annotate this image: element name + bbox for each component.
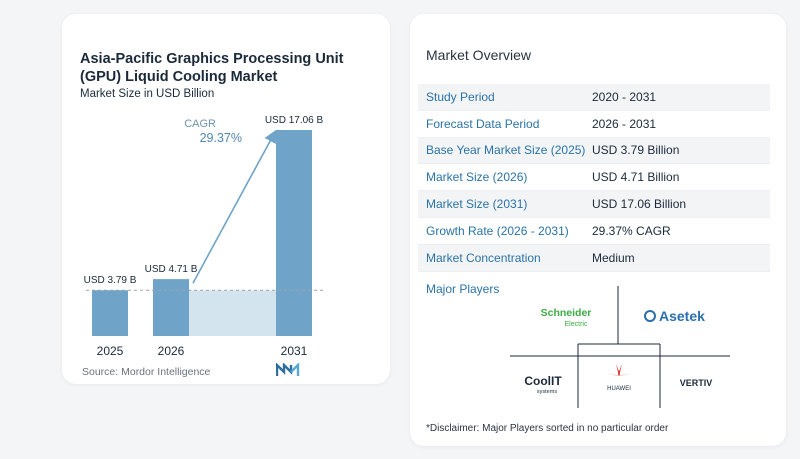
data-label-2031: USD 17.06 B (265, 115, 324, 126)
svg-text:Schneider: Schneider (541, 307, 592, 319)
row-label: Growth Rate (2026 - 2031) (426, 223, 569, 238)
row-label: Base Year Market Size (2025) (426, 143, 586, 158)
row-label: Market Concentration (426, 250, 541, 265)
row-value: 2020 - 2031 (592, 89, 657, 104)
row-label: Market Size (2026) (426, 170, 528, 185)
row-value: 29.37% CAGR (592, 223, 671, 238)
source-text: Source: Mordor Intelligence (82, 366, 211, 378)
row-concentration: Market Concentration Medium (418, 244, 770, 272)
overview-title: Market Overview (426, 47, 532, 63)
svg-text:Electric: Electric (565, 321, 588, 328)
mordor-logo-icon (276, 363, 300, 376)
major-players-grid: Schneider Electric Asetek CoolIT systems (510, 286, 730, 408)
svg-text:VERTIV: VERTIV (680, 378, 713, 388)
row-growth-rate: Growth Rate (2026 - 2031) 29.37% CAGR (418, 218, 770, 245)
chart-card: Asia-Pacific Graphics Processing Unit (G… (62, 14, 390, 384)
row-forecast-period: Forecast Data Period 2026 - 2031 (418, 111, 770, 138)
cagr-label: CAGR (184, 118, 216, 130)
data-label-2026: USD 4.71 B (145, 264, 198, 275)
row-size-2026: Market Size (2026) USD 4.71 Billion (418, 164, 770, 192)
svg-text:systems: systems (537, 389, 557, 395)
vertiv-logo: VERTIV (680, 378, 713, 388)
coolit-logo: CoolIT systems (524, 374, 562, 395)
row-value: 2026 - 2031 (592, 116, 657, 131)
chart-subtitle: Market Size in USD Billion (80, 88, 215, 100)
overview-table: Study Period 2020 - 2031 Forecast Data P… (418, 84, 770, 272)
bar-2031 (276, 130, 312, 336)
cagr-value: 29.37% (200, 131, 242, 145)
bar-2025 (92, 290, 128, 336)
svg-text:Asetek: Asetek (659, 308, 705, 324)
asetek-logo: Asetek (644, 308, 705, 324)
svg-text:HUAWEI: HUAWEI (607, 386, 631, 392)
row-value: USD 17.06 Billion (592, 197, 687, 212)
bar-2026 (153, 279, 189, 336)
row-study-period: Study Period 2020 - 2031 (418, 84, 770, 111)
data-label-2025: USD 3.79 B (84, 275, 137, 286)
disclaimer-text: *Disclaimer: Major Players sorted in no … (426, 423, 669, 434)
row-base-year-size: Base Year Market Size (2025) USD 3.79 Bi… (418, 137, 770, 165)
chart-title: Asia-Pacific Graphics Processing Unit (G… (80, 51, 344, 85)
row-label: Forecast Data Period (426, 116, 540, 131)
svg-text:CoolIT: CoolIT (524, 374, 562, 388)
x-tick-2025: 2025 (97, 344, 124, 358)
row-size-2031: Market Size (2031) USD 17.06 Billion (418, 191, 770, 218)
x-tick-2026: 2026 (158, 344, 185, 358)
market-overview-panel: Market Overview Study Period 2020 - 2031… (410, 14, 786, 446)
major-players-title: Major Players (426, 282, 500, 296)
huawei-logo: HUAWEI (607, 364, 631, 392)
row-label: Study Period (426, 89, 495, 104)
row-label: Market Size (2031) (426, 197, 528, 212)
bar-chart: USD 3.79 B 2025 USD 4.71 B 2026 USD 17.06 B 2… (84, 115, 326, 358)
x-tick-2031: 2031 (281, 344, 308, 358)
cagr-arrow (192, 129, 277, 284)
row-value: Medium (592, 250, 635, 265)
row-value: USD 3.79 Billion (592, 143, 680, 158)
schneider-electric-logo: Schneider Electric (541, 307, 592, 328)
row-value: USD 4.71 Billion (592, 170, 680, 185)
